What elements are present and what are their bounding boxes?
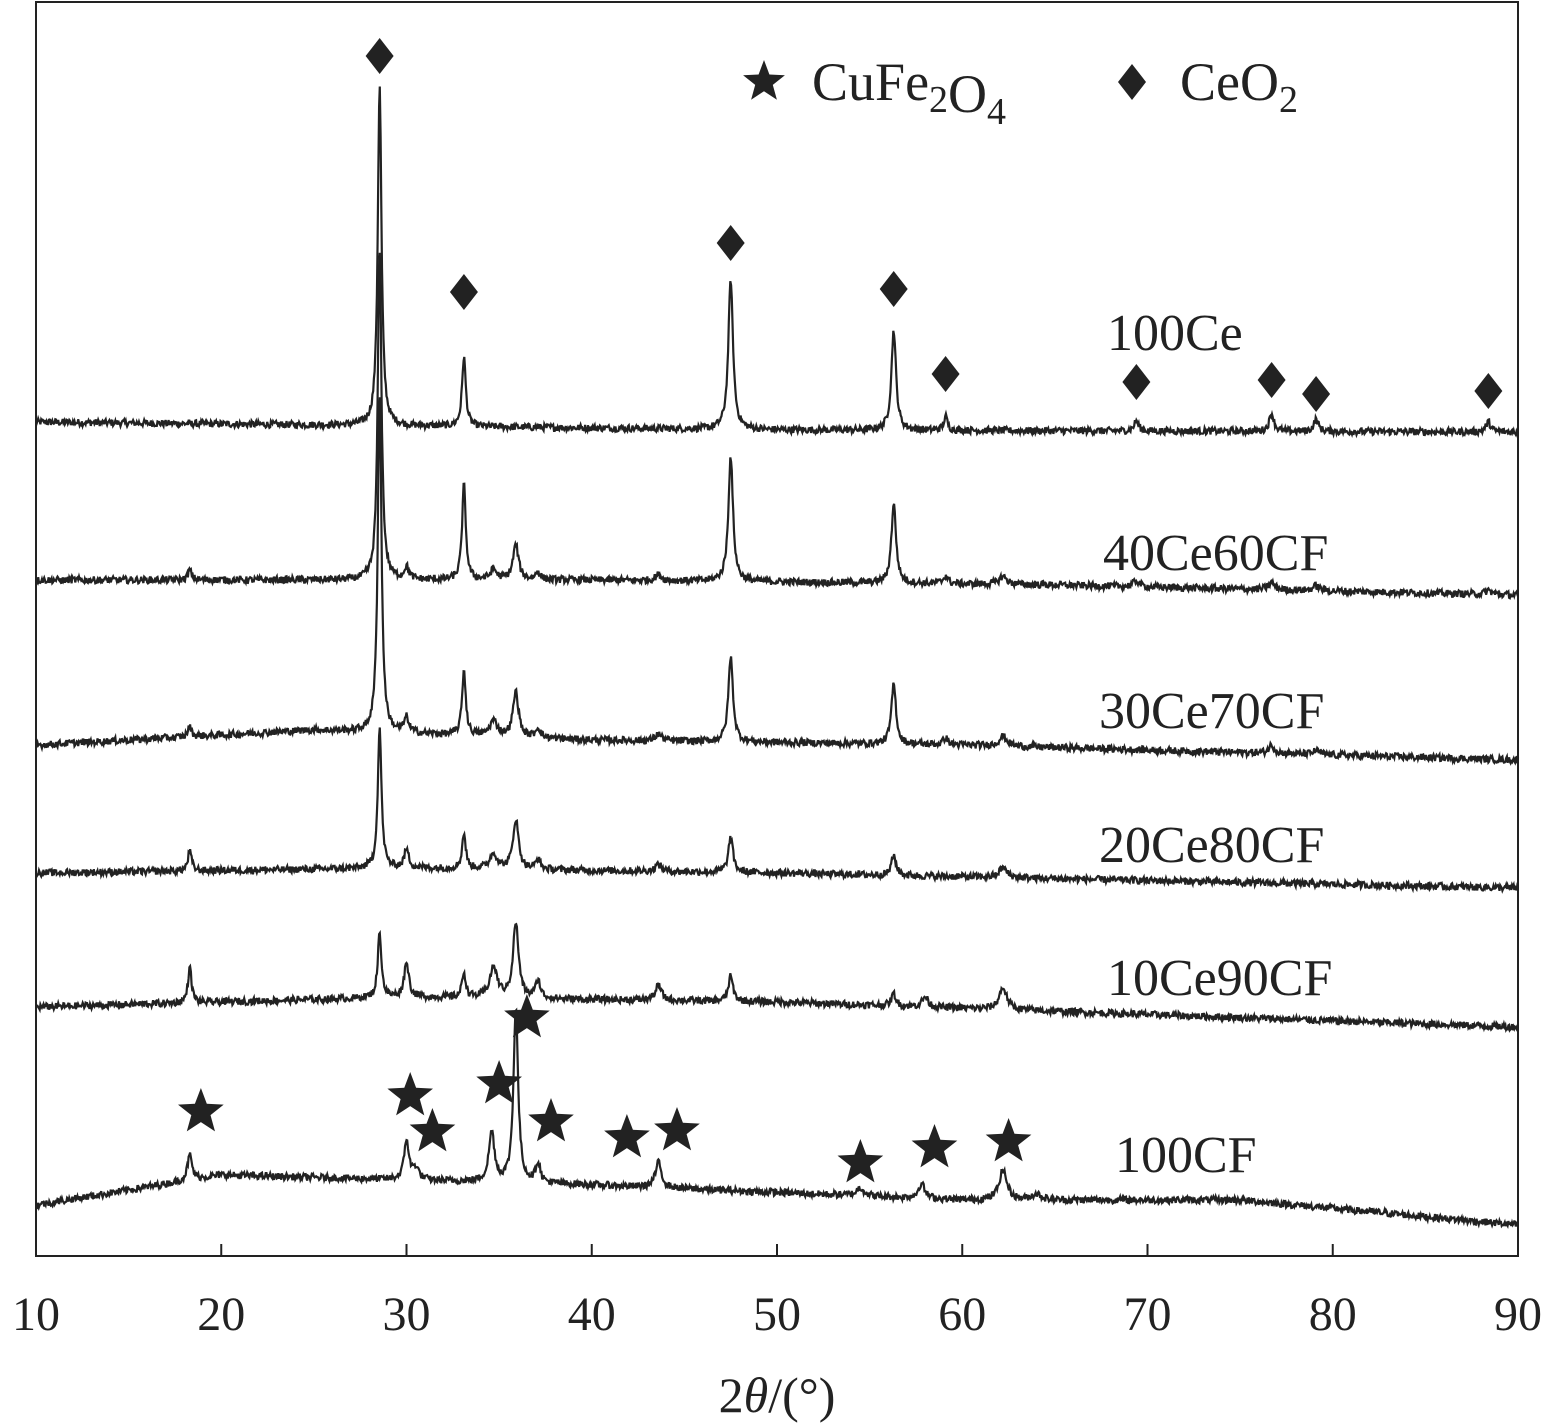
cufe2o4-peak-marker bbox=[528, 1098, 574, 1142]
ceo2-peak-marker bbox=[1257, 362, 1286, 398]
cufe2o4-peak-marker bbox=[387, 1072, 433, 1116]
cufe2o4-peak-marker bbox=[837, 1139, 884, 1183]
x-tick-label: 50 bbox=[753, 1288, 801, 1341]
series-line-30Ce70CF bbox=[34, 397, 1520, 766]
ceo2-peak-marker bbox=[1302, 376, 1331, 412]
series-label-100Ce: 100Ce bbox=[1107, 305, 1243, 362]
x-tick-label: 80 bbox=[1309, 1288, 1357, 1341]
series-label-20Ce80CF: 20Ce80CF bbox=[1099, 817, 1324, 874]
cufe2o4-peak-marker bbox=[911, 1124, 958, 1168]
cufe2o4-peak-marker bbox=[504, 994, 550, 1038]
ceo2-peak-marker bbox=[879, 271, 908, 307]
legend-star-icon bbox=[743, 60, 785, 100]
ceo2-peak-marker bbox=[716, 225, 745, 261]
series-label-30Ce70CF: 30Ce70CF bbox=[1099, 683, 1324, 740]
ceo2-peak-marker bbox=[365, 38, 394, 74]
cufe2o4-peak-marker bbox=[409, 1108, 456, 1152]
series-line-20Ce80CF bbox=[34, 727, 1519, 894]
series-label-10Ce90CF: 10Ce90CF bbox=[1107, 950, 1332, 1007]
series-label-40Ce60CF: 40Ce60CF bbox=[1103, 525, 1328, 582]
legend: CuFe2O4 CeO2 bbox=[743, 52, 1298, 133]
cufe2o4-peak-marker bbox=[604, 1114, 650, 1158]
x-tick-label: 20 bbox=[197, 1288, 245, 1341]
legend-label: CeO2 bbox=[1180, 52, 1298, 121]
cufe2o4-peak-marker bbox=[985, 1118, 1032, 1162]
legend-diamond-icon bbox=[1118, 64, 1146, 100]
ceo2-peak-marker bbox=[931, 356, 960, 392]
x-axis-title: 2θ/(°) bbox=[719, 1367, 836, 1423]
x-tick-label: 10 bbox=[12, 1288, 60, 1341]
legend-label: CuFe2O4 bbox=[812, 52, 1006, 133]
series-line-40Ce60CF bbox=[35, 252, 1520, 600]
x-tick-label: 70 bbox=[1124, 1288, 1172, 1341]
series-layer: 100Ce 40Ce60CF 30Ce70CF 20Ce80CF 10Ce90CF 100… bbox=[34, 86, 1520, 1230]
ceo2-peak-marker bbox=[449, 274, 478, 310]
x-tick-label: 90 bbox=[1494, 1288, 1542, 1341]
series-line-100Ce bbox=[34, 86, 1520, 439]
x-tick-label: 30 bbox=[383, 1288, 431, 1341]
series-line-10Ce90CF bbox=[35, 922, 1519, 1034]
cufe2o4-peak-marker bbox=[178, 1088, 224, 1132]
cufe2o4-peak-marker bbox=[476, 1060, 522, 1104]
series-label-100CF: 100CF bbox=[1115, 1127, 1257, 1184]
x-tick-label: 40 bbox=[568, 1288, 616, 1341]
peak-marker-layer bbox=[178, 38, 1503, 1183]
cufe2o4-peak-marker bbox=[654, 1107, 700, 1151]
x-axis: 10 20 30 40 50 60 70 80 90 bbox=[12, 1244, 1542, 1341]
ceo2-peak-marker bbox=[1474, 373, 1503, 409]
x-tick-label: 60 bbox=[938, 1288, 986, 1341]
series-line-100CF bbox=[35, 1007, 1519, 1230]
ceo2-peak-marker bbox=[1122, 364, 1151, 400]
